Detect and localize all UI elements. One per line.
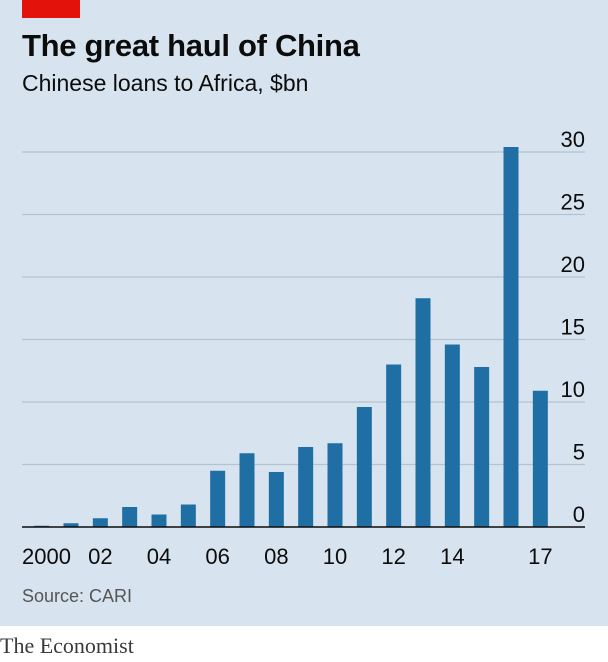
x-tick-label-2006: 06 [205, 544, 229, 569]
brand-red-tab [22, 0, 80, 18]
bar-2015 [474, 367, 490, 527]
bars [34, 147, 548, 527]
y-tick-label-25: 25 [561, 190, 585, 215]
x-tick-label-2012: 12 [381, 544, 405, 569]
bar-2013 [415, 298, 431, 527]
bar-2004 [151, 514, 167, 527]
bar-2010 [327, 443, 343, 527]
y-tick-label-0: 0 [573, 502, 585, 527]
x-tick-label-2017: 17 [528, 544, 552, 569]
x-tick-label-2010: 10 [323, 544, 347, 569]
x-tick-label-2014: 14 [440, 544, 464, 569]
chart-subtitle: Chinese loans to Africa, $bn [22, 70, 309, 96]
y-tick-label-5: 5 [573, 440, 585, 465]
gridlines [22, 151, 585, 466]
x-tick-label-2008: 08 [264, 544, 288, 569]
y-tick-labels: 0 5 10 15 20 25 30 [561, 127, 585, 527]
y-tick-label-10: 10 [561, 377, 585, 402]
x-tick-label-2004: 04 [147, 544, 171, 569]
x-tick-label-2002: 02 [88, 544, 112, 569]
bar-2007 [239, 453, 255, 527]
bar-2008 [268, 472, 284, 527]
chart-title: The great haul of China [22, 28, 360, 63]
bar-2017 [532, 390, 548, 527]
bar-2003 [122, 507, 138, 527]
bar-2005 [180, 504, 196, 527]
source-note: Source: CARI [22, 586, 133, 606]
bar-2006 [210, 470, 226, 527]
y-tick-label-15: 15 [561, 315, 585, 340]
bar-2002 [92, 518, 108, 527]
x-tick-label-2000: 2000 [22, 544, 71, 569]
bar-2014 [444, 344, 460, 527]
bar-2009 [298, 447, 314, 527]
bar-chart: 0 5 10 15 20 25 30 2000 02 04 06 08 10 12 14 17 [22, 127, 585, 569]
x-tick-labels: 2000 02 04 06 08 10 12 14 17 [22, 544, 553, 569]
y-tick-label-30: 30 [561, 127, 585, 152]
publisher-logo: The Economist [0, 633, 134, 658]
bar-2011 [356, 407, 372, 527]
bar-2016 [503, 147, 519, 527]
bar-2012 [386, 364, 402, 527]
y-tick-label-20: 20 [561, 252, 585, 277]
bar-2001 [63, 523, 79, 527]
